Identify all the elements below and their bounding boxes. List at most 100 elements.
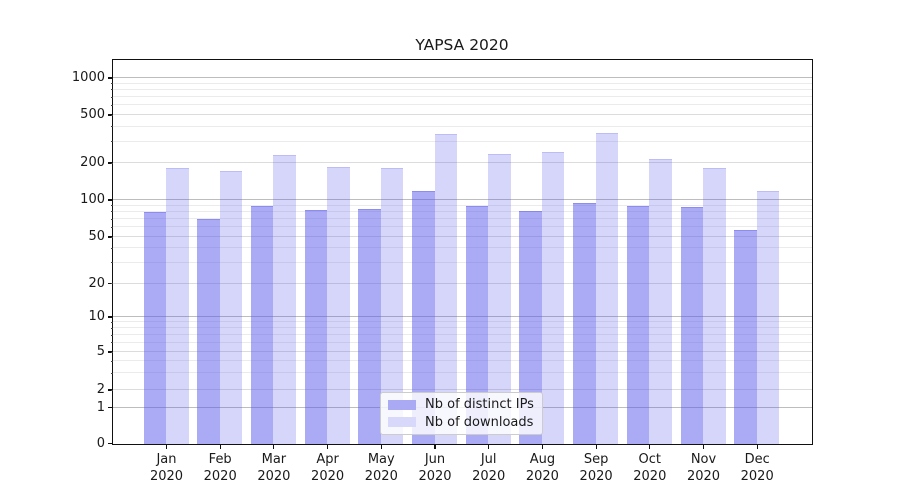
y-tick-10 [108,316,113,318]
y-minor-tick-90 [110,205,113,207]
y-tick-100 [108,199,113,201]
y-minor-tick-60 [110,226,113,228]
legend-item-downloads: Nb of downloads [388,415,535,430]
x-tick-nov [702,444,705,449]
gridline-20 [113,282,812,284]
bar-distinct-ips-may [358,208,381,444]
gridline-minor-300 [113,140,812,142]
y-tick-500 [108,114,113,116]
x-tick-label-apr: Apr 2020 [311,452,345,484]
y-minor-tick-500 [110,114,113,116]
y-tick-label-10: 10 [88,309,105,324]
x-tick-dec [756,444,758,449]
x-tick-label-jan: Jan 2020 [149,452,184,484]
legend-label-downloads: Nb of downloads [425,414,534,430]
gridline-minor-4 [113,360,812,362]
gridline-major-10 [113,316,812,317]
y-minor-tick-50 [110,236,113,238]
y-minor-tick-3 [110,372,113,374]
x-tick-feb [219,444,221,449]
y-tick-label-1000: 1000 [71,70,105,85]
y-minor-tick-30 [110,262,113,264]
gridline-minor-8 [113,327,812,329]
bar-distinct-ips-feb [197,218,220,444]
x-tick-label-may: May 2020 [364,452,398,484]
bar-distinct-ips-jan [143,212,166,444]
gridline-minor-900 [113,82,812,84]
x-tick-label-dec: Dec 2020 [740,452,774,484]
y-minor-tick-800 [110,89,113,91]
bar-downloads-apr [327,167,350,444]
y-minor-tick-40 [110,247,113,249]
y-tick-label-500: 500 [80,107,105,122]
y-minor-tick-2 [110,389,113,391]
gridline-minor-40 [113,247,812,249]
x-tick-label-sep: Sep 2020 [579,452,613,484]
bar-downloads-nov [703,167,726,444]
gridline-minor-9 [113,321,812,323]
y-minor-tick-600 [110,104,113,106]
x-tick-label-nov: Nov 2020 [686,452,721,484]
y-tick-label-20: 20 [88,275,105,291]
x-tick-jan [165,444,168,449]
y-tick-label-200: 200 [80,155,105,170]
bar-downloads-jan [166,167,189,444]
y-minor-tick-5 [110,351,113,353]
gridline-200 [113,162,812,163]
bar-distinct-ips-nov [680,207,703,444]
legend-swatch-downloads-icon [388,416,416,428]
gridline-minor-6 [113,341,812,343]
y-tick-5 [108,351,113,353]
gridline-minor-80 [113,210,812,212]
y-tick-0 [108,442,113,445]
gridline-minor-70 [113,218,812,220]
gridline-500 [113,114,812,115]
y-tick-20 [108,282,113,285]
y-tick-50 [108,236,113,238]
gridline-minor-400 [113,125,812,127]
bar-distinct-ips-aug [519,211,542,444]
gridline-minor-600 [113,104,812,106]
x-tick-label-mar: Mar 2020 [257,452,291,484]
bar-downloads-jun [434,134,457,444]
y-minor-tick-300 [110,141,113,143]
y-minor-tick-70 [110,218,113,220]
y-minor-tick-4 [110,360,113,362]
gridline-major-1000 [113,77,812,78]
y-minor-tick-6 [110,342,113,344]
gridline-minor-7 [113,334,812,335]
y-tick-2 [108,389,113,391]
gridline-50 [113,236,812,237]
legend-item-distinct-ips: Nb of distinct IPs [388,397,535,412]
y-tick-200 [108,162,113,164]
x-tick-jul [488,444,490,449]
gridline-minor-60 [113,226,812,228]
x-tick-label-jul: Jul 2020 [472,452,506,484]
y-minor-tick-80 [110,211,113,213]
gridline-major-100 [113,199,812,200]
gridline-minor-30 [113,261,812,263]
x-tick-label-aug: Aug 2020 [525,452,559,484]
x-tick-aug [541,444,543,449]
y-minor-tick-20 [110,283,113,284]
y-minor-tick-200 [110,162,113,164]
y-tick-label-5: 5 [96,344,105,359]
bar-distinct-ips-apr [304,210,328,444]
x-tick-sep [595,444,597,449]
x-tick-label-oct: Oct 2020 [633,452,667,484]
y-tick-label-2: 2 [96,382,105,397]
bar-downloads-dec [756,190,780,444]
bar-distinct-ips-mar [250,205,274,444]
y-minor-tick-7 [110,334,113,336]
x-tick-apr [327,444,329,449]
legend-swatch-distinct-ips-icon [388,399,416,411]
bar-downloads-feb [219,170,243,444]
plot-area [112,59,813,445]
y-minor-tick-400 [110,126,113,128]
bar-distinct-ips-sep [573,203,596,444]
y-tick-1 [108,406,113,409]
gridline-minor-800 [113,88,812,90]
bar-downloads-oct [649,158,672,444]
gridline-5 [113,351,812,352]
